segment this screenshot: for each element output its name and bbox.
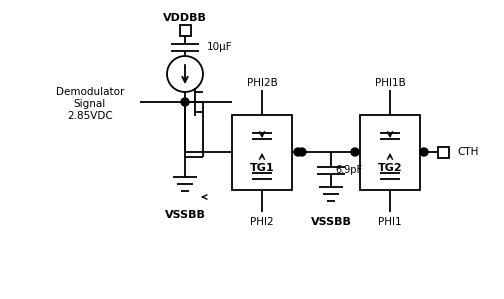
- Circle shape: [298, 148, 306, 156]
- Text: VDDBB: VDDBB: [163, 13, 207, 23]
- Text: 10μF: 10μF: [207, 42, 233, 52]
- Bar: [438, 147, 449, 158]
- Text: 6.9pF: 6.9pF: [335, 165, 362, 175]
- Text: Signal: Signal: [74, 99, 106, 109]
- Circle shape: [181, 98, 189, 106]
- Text: PHI1: PHI1: [378, 217, 402, 227]
- Bar: [360, 115, 420, 190]
- Text: PHI1B: PHI1B: [374, 78, 405, 88]
- Text: PHI2B: PHI2B: [246, 78, 277, 88]
- Text: CTH: CTH: [457, 147, 478, 157]
- Circle shape: [420, 148, 428, 156]
- Text: TG2: TG2: [377, 163, 402, 173]
- Text: PHI2: PHI2: [250, 217, 274, 227]
- Circle shape: [351, 148, 359, 156]
- Text: VSSBB: VSSBB: [165, 210, 206, 220]
- Text: VSSBB: VSSBB: [310, 217, 351, 227]
- Circle shape: [294, 148, 302, 156]
- Text: TG1: TG1: [249, 163, 274, 173]
- Bar: [180, 25, 191, 36]
- Text: Demodulator: Demodulator: [56, 87, 124, 97]
- Text: 2.85VDC: 2.85VDC: [67, 111, 113, 121]
- Bar: [232, 115, 292, 190]
